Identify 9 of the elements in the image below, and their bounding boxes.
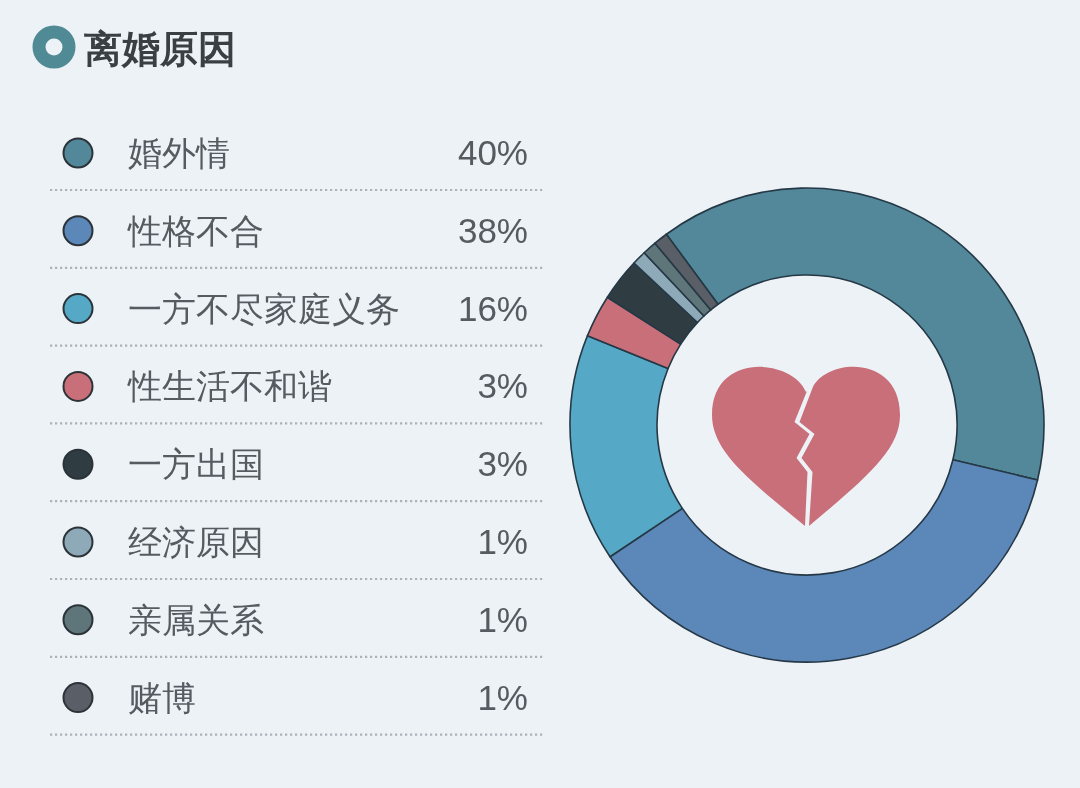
legend-label: 一方不尽家庭义务	[128, 289, 400, 328]
title: 离婚原因	[84, 28, 236, 70]
legend-label: 一方出国	[128, 445, 264, 484]
legend-label: 婚外情	[128, 134, 230, 172]
legend-label: 性生活不和谐	[127, 367, 332, 406]
legend-label: 赌博	[128, 678, 196, 717]
legend-label: 亲属关系	[128, 600, 264, 639]
legend-label: 经济原因	[128, 523, 264, 561]
legend-label: 性格不合	[127, 211, 264, 250]
